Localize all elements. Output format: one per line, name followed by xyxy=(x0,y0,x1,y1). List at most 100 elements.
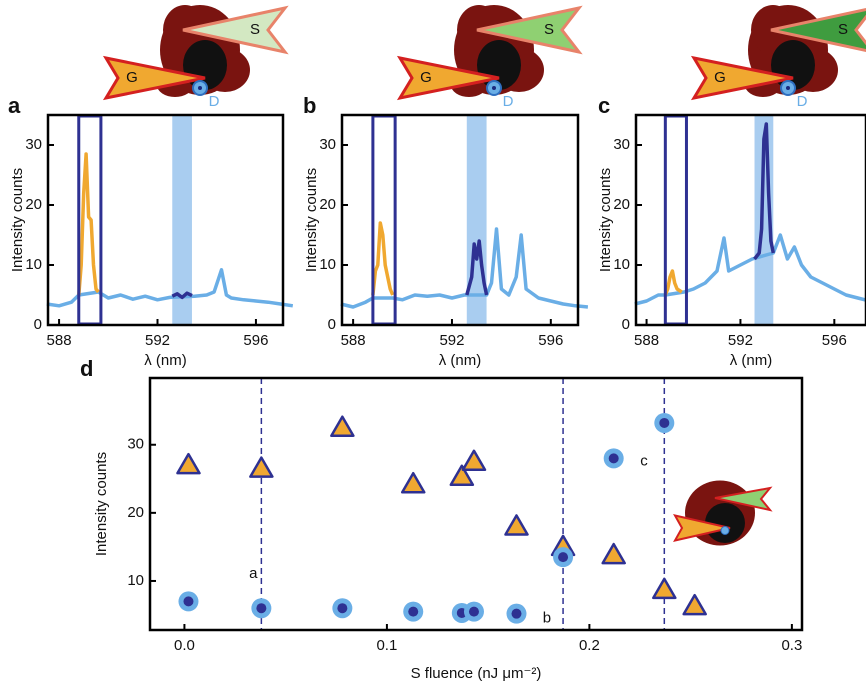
triangle-point xyxy=(652,577,677,600)
triangle-point xyxy=(449,464,475,487)
drain-dot xyxy=(492,86,496,90)
x-axis-label: S fluence (nJ μm⁻²) xyxy=(411,665,542,682)
panel-label: b xyxy=(303,93,316,118)
circle-inner xyxy=(408,606,419,617)
gate-label: G xyxy=(714,69,726,86)
plot-frame xyxy=(46,113,285,327)
x-tick-label: 592 xyxy=(728,332,753,349)
y-tick-label: 20 xyxy=(319,196,336,213)
circle-point xyxy=(332,598,353,619)
circle-point xyxy=(553,547,574,568)
x-tick-label: 588 xyxy=(341,332,366,349)
circle-point xyxy=(463,601,484,622)
source-electrode xyxy=(770,7,866,53)
flake-core xyxy=(705,503,745,543)
y-axis-label: Intensity counts xyxy=(9,168,26,272)
gate-label: G xyxy=(420,69,432,86)
y-tick-label: 30 xyxy=(319,136,336,153)
triangle-point xyxy=(504,514,529,536)
spectrum xyxy=(663,269,683,296)
triangle-point xyxy=(176,452,201,475)
circle-inner xyxy=(183,596,194,607)
drain-label: D xyxy=(503,93,514,110)
y-tick-label: 20 xyxy=(613,196,630,213)
source-label: S xyxy=(544,21,554,38)
y-tick-label: 10 xyxy=(127,572,144,589)
annotation: b xyxy=(543,609,551,626)
inset-small xyxy=(673,480,773,546)
y-axis-label: Intensity counts xyxy=(93,452,110,556)
plot-frame xyxy=(148,376,804,632)
y-tick-label: 0 xyxy=(328,316,336,333)
source-label: S xyxy=(838,21,848,38)
y-tick-label: 0 xyxy=(34,316,42,333)
y-tick-label: 20 xyxy=(25,196,42,213)
gate-electrode xyxy=(102,55,206,101)
gate-label: G xyxy=(126,69,138,86)
spectrum xyxy=(340,227,589,309)
spectrum xyxy=(171,291,193,300)
x-tick-label: 0.2 xyxy=(579,637,600,654)
triangle-point xyxy=(249,456,274,478)
triangle-point xyxy=(330,415,355,437)
plot-frame xyxy=(340,113,580,327)
y-tick-label: 20 xyxy=(127,504,144,521)
circle-point xyxy=(178,591,199,612)
drain-dot xyxy=(198,86,202,90)
inset: G S D xyxy=(102,5,289,110)
x-tick-label: 596 xyxy=(822,332,847,349)
x-tick-label: 592 xyxy=(439,332,464,349)
drain xyxy=(720,526,730,535)
triangle-point xyxy=(682,593,707,616)
source-electrode xyxy=(476,5,583,55)
triangle-point xyxy=(461,449,487,472)
x-tick-label: 596 xyxy=(243,332,268,349)
y-tick-label: 30 xyxy=(613,136,630,153)
x-tick-label: 592 xyxy=(145,332,170,349)
drain-label: D xyxy=(209,93,220,110)
source-electrode xyxy=(714,486,773,512)
spectrum xyxy=(465,239,489,296)
circle-inner xyxy=(468,606,479,617)
y-tick-label: 10 xyxy=(25,256,42,273)
circle-point xyxy=(603,448,624,469)
drain-label: D xyxy=(797,93,808,110)
source-label: S xyxy=(250,21,260,38)
spectrum xyxy=(77,152,100,296)
x-tick-label: 588 xyxy=(47,332,72,349)
circle-inner xyxy=(511,608,522,619)
x-axis-label: λ (nm) xyxy=(144,352,187,369)
circle-inner xyxy=(608,453,619,464)
x-tick-label: 0.1 xyxy=(376,637,397,654)
x-tick-label: 0.0 xyxy=(174,637,195,654)
circle-inner xyxy=(558,552,569,563)
y-tick-label: 10 xyxy=(319,256,336,273)
source-electrode xyxy=(182,5,289,55)
y-axis-label: Intensity counts xyxy=(597,168,614,272)
gate-electrode xyxy=(673,514,731,542)
x-axis-label: λ (nm) xyxy=(439,352,482,369)
circle-point xyxy=(403,601,424,622)
spectrum xyxy=(634,233,866,306)
x-tick-label: 588 xyxy=(634,332,659,349)
y-tick-label: 30 xyxy=(25,136,42,153)
circle-point xyxy=(506,603,527,624)
triangle-point xyxy=(400,471,426,494)
spectrum xyxy=(371,221,395,296)
circle-point xyxy=(251,598,272,619)
y-tick-label: 30 xyxy=(127,436,144,453)
spectrum xyxy=(753,122,776,261)
panel-label: d xyxy=(80,356,93,381)
highlight-band xyxy=(172,115,192,325)
annotation: c xyxy=(640,453,648,470)
panel-label: c xyxy=(598,93,610,118)
inset: G S D xyxy=(396,5,583,110)
circle-inner xyxy=(337,603,348,614)
x-tick-label: 0.3 xyxy=(781,637,802,654)
inset: G S D xyxy=(690,5,866,110)
gate-electrode xyxy=(690,55,794,101)
y-tick-label: 10 xyxy=(613,256,630,273)
panel-label: a xyxy=(8,93,21,118)
